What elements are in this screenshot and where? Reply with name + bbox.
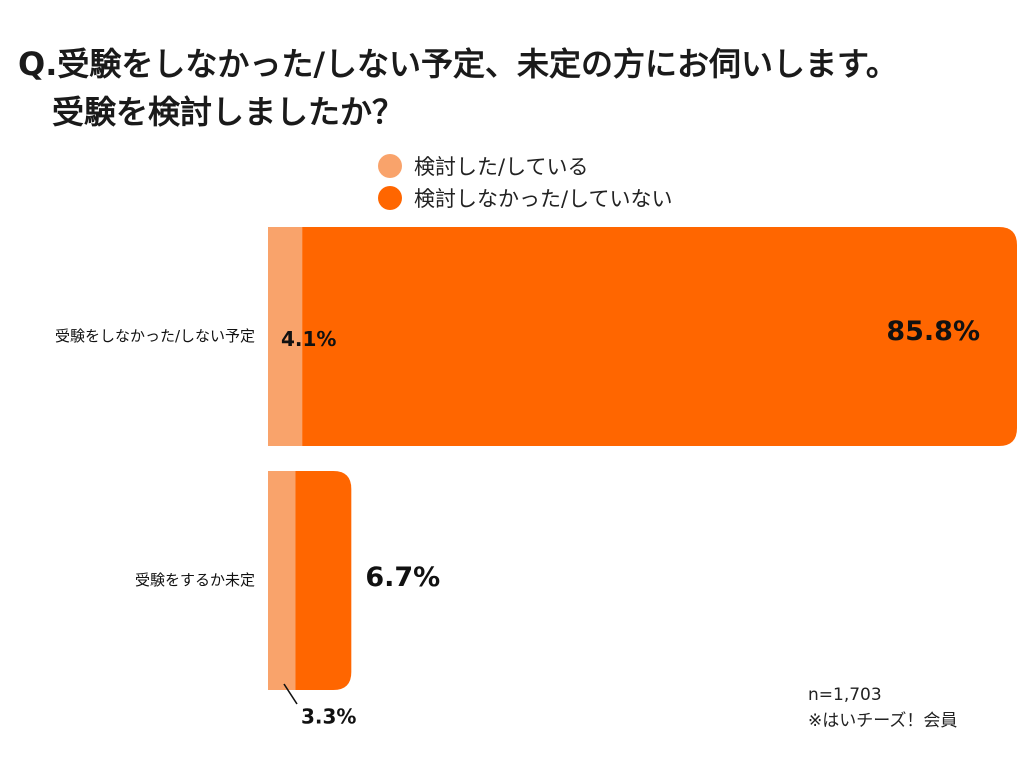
category-label-1: 受験をしなかった/しない予定: [55, 327, 255, 345]
bar-considered-2: [268, 471, 296, 690]
legend: 検討した/している 検討しなかった/していない: [378, 150, 672, 214]
chart-title: Q.受験をしなかった/しない予定、未定の方にお伺いします。 受験を検討しましたか…: [18, 40, 1018, 136]
bar-not-considered-2: [295, 471, 352, 690]
legend-label-not-considered: 検討しなかった/していない: [414, 187, 673, 211]
sample-size: n=1,703: [808, 685, 882, 705]
value-label-not-considered-2: 6.7%: [365, 562, 440, 593]
value-label-considered-2: 3.3%: [301, 705, 356, 729]
footnote: n=1,703 ※はいチーズ！会員: [808, 682, 957, 734]
value-label-considered-1: 4.1%: [281, 327, 336, 351]
legend-label-considered: 検討した/している: [414, 155, 589, 179]
title-line-1: Q.受験をしなかった/しない予定、未定の方にお伺いします。: [18, 45, 898, 83]
legend-dot-considered: [378, 154, 402, 178]
legend-dot-not-considered: [378, 186, 402, 210]
category-label-2: 受験をするか未定: [135, 571, 255, 589]
legend-item-not-considered: 検討しなかった/していない: [378, 182, 672, 214]
legend-item-considered: 検討した/している: [378, 150, 672, 182]
leader-line-considered-2: [283, 683, 298, 705]
title-line-2: 受験を検討しましたか？: [52, 93, 405, 131]
bar-not-considered-1: [302, 227, 1017, 446]
bar-considered-1: [268, 227, 303, 446]
value-label-not-considered-1: 85.8%: [886, 316, 980, 347]
source-note: ※はいチーズ！会員: [808, 711, 958, 731]
